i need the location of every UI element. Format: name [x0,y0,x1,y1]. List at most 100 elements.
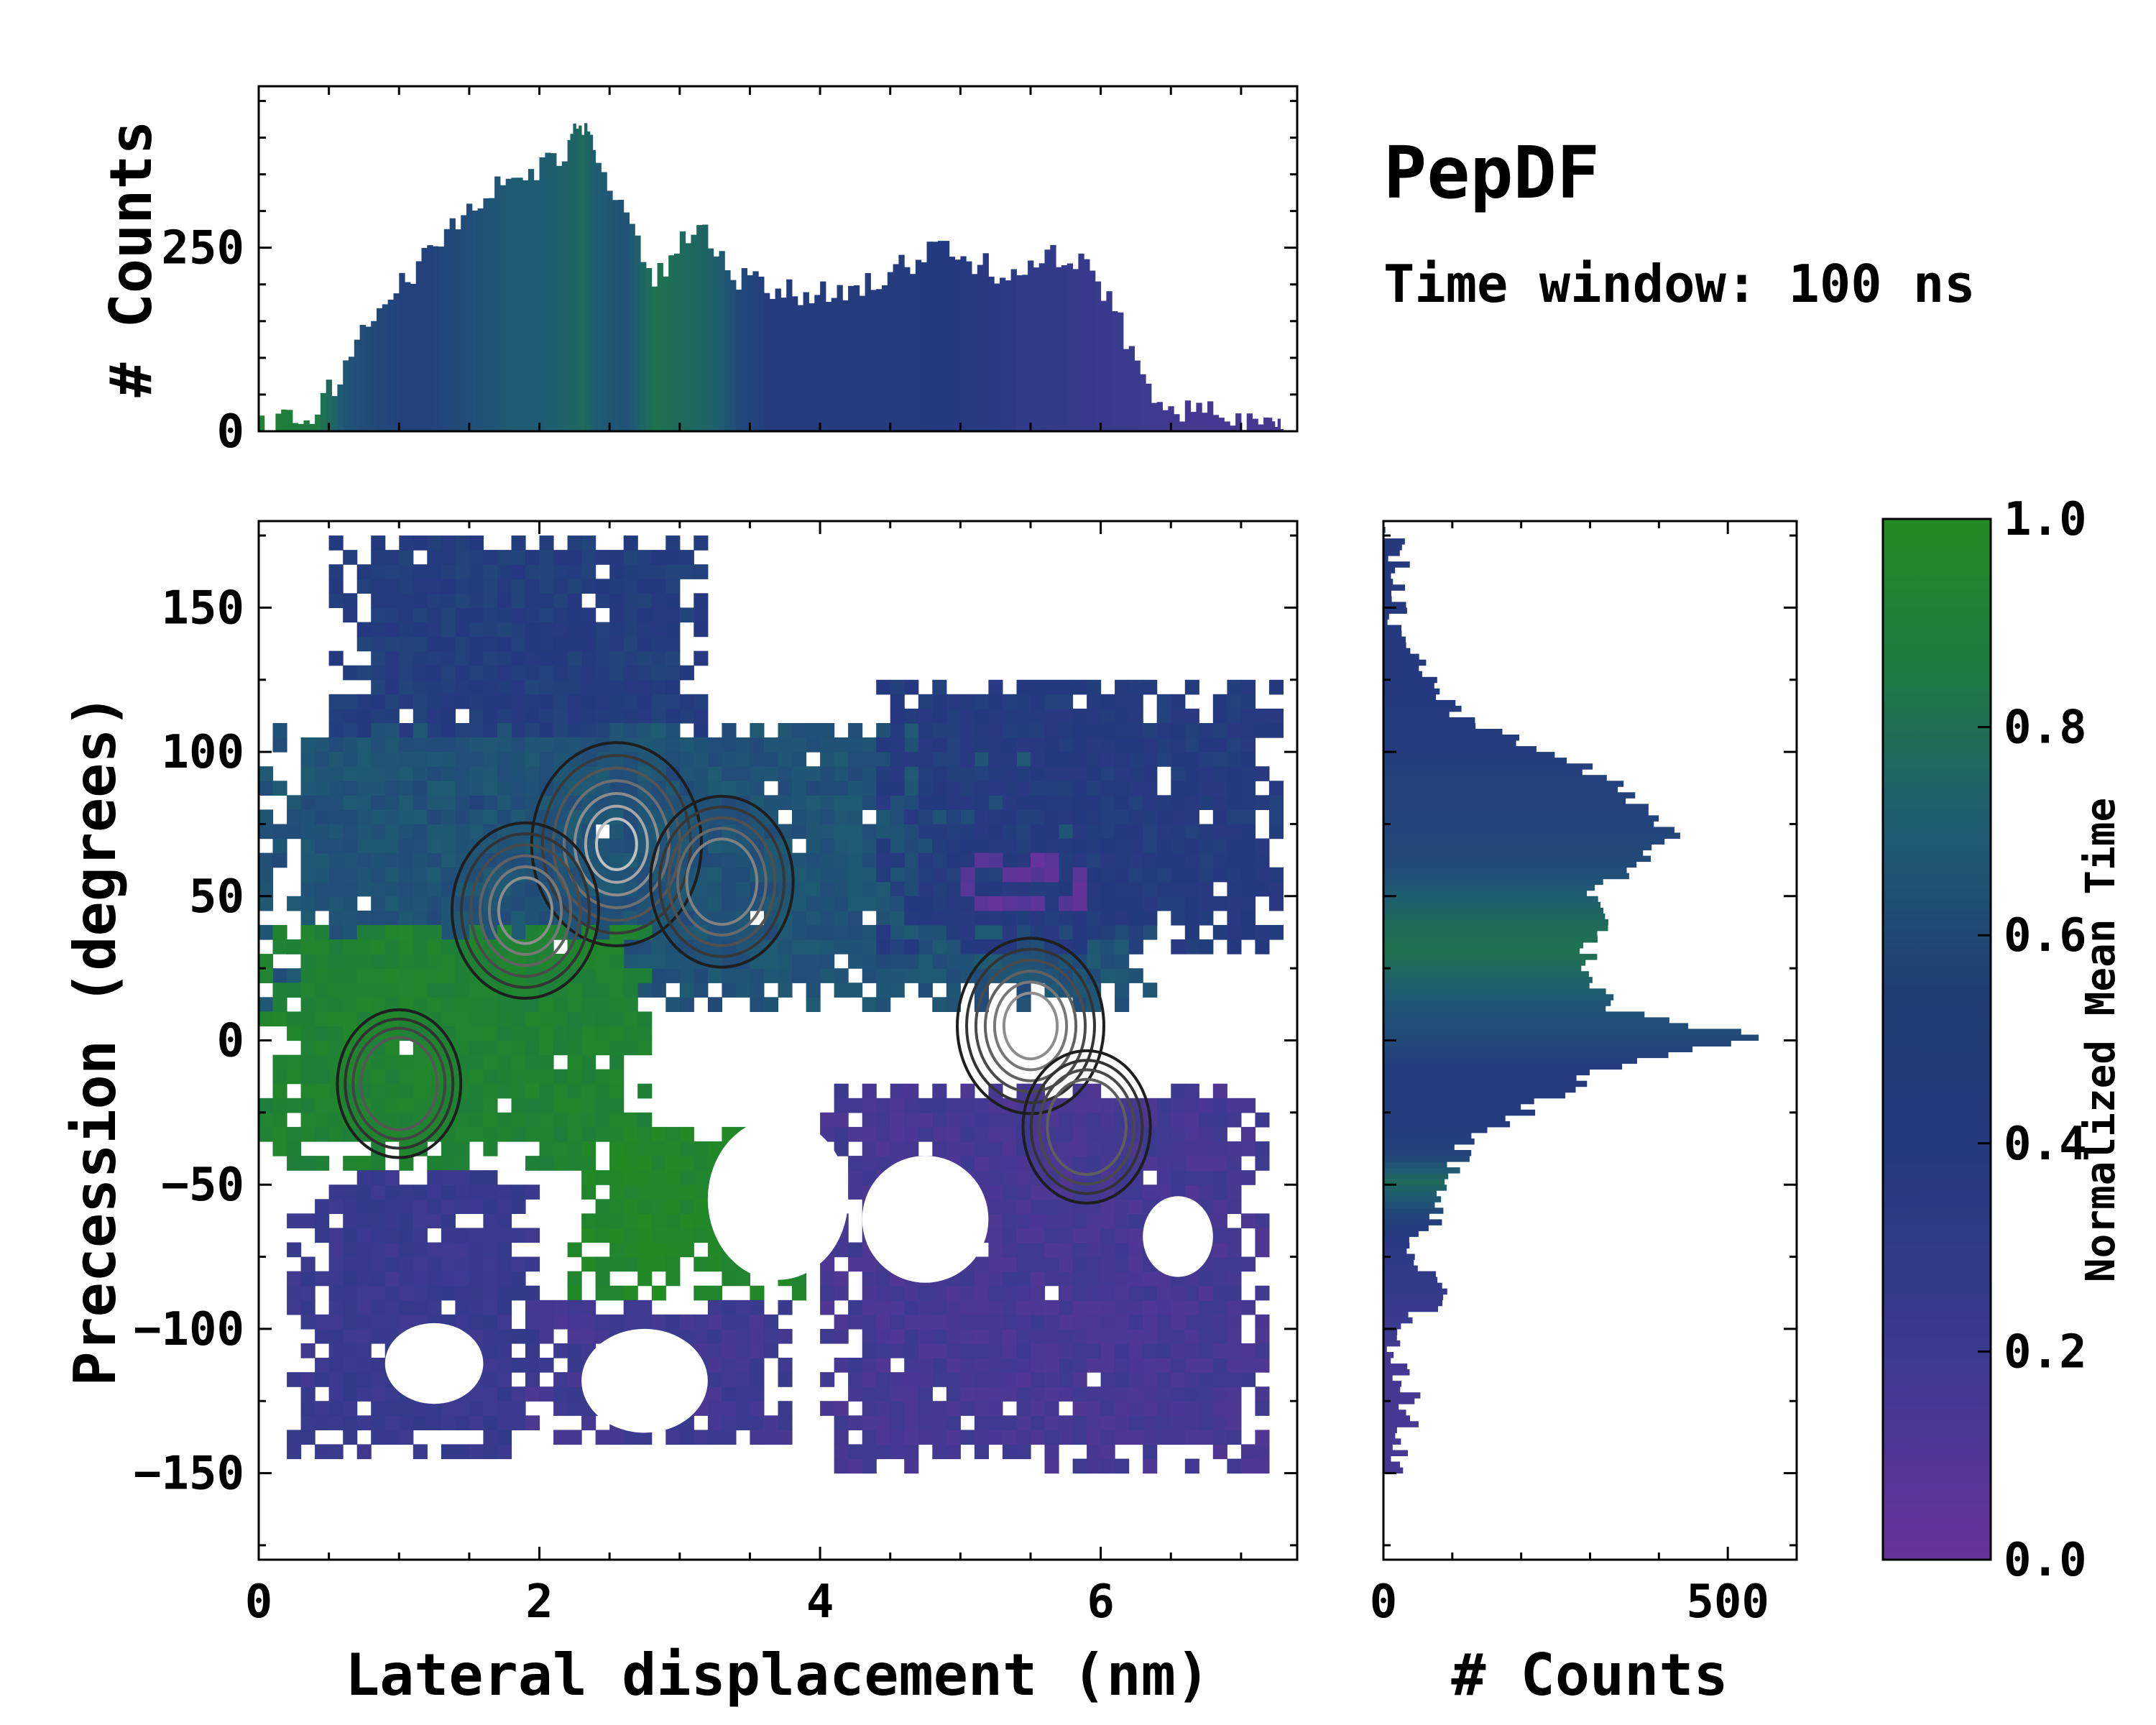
heatmap-cell [539,1026,554,1041]
heatmap-cell [413,1228,428,1243]
heatmap-cell [441,1228,456,1243]
heatmap-cell [918,737,933,753]
heatmap-cell [904,1141,919,1156]
heatmap-cell [427,766,442,781]
heatmap-cell [609,579,625,594]
heatmap-cell [567,983,582,998]
heatmap-cell [974,708,989,724]
heatmap-cell [300,1156,315,1171]
heatmap-cell [413,983,428,998]
heatmap-cell [1059,910,1074,926]
heatmap-cell [1128,737,1143,753]
right-histogram-bar [1383,1225,1429,1231]
heatmap-cell [946,1098,961,1113]
heatmap-cell [1184,1126,1199,1142]
heatmap-cell [904,1300,919,1315]
top-histogram-bar [592,150,596,431]
right-histogram-bar [1383,1179,1445,1185]
heatmap-cell [1115,737,1130,753]
right-histogram-bar [1383,1259,1414,1266]
heatmap-cell [1171,1083,1186,1099]
heatmap-cell [1072,795,1087,810]
heatmap-cell [637,665,653,681]
right-histogram-bar [1383,659,1427,666]
heatmap-cell [1128,1285,1143,1301]
heatmap-cell [806,983,821,998]
heatmap-cell [1199,910,1214,926]
right-histogram-bar [1383,556,1388,562]
heatmap-cell [525,1026,540,1041]
heatmap-cell [750,1300,765,1315]
heatmap-cell [665,997,681,1012]
heatmap-cell [1184,1314,1199,1330]
heatmap-cell [595,838,610,854]
heatmap-cell [1044,1358,1059,1373]
top-histogram-bar [735,290,742,431]
heatmap-cell [356,968,372,983]
heatmap-cell [651,679,666,695]
heatmap-cell [988,694,1003,709]
heatmap-cell [328,1444,344,1460]
heatmap-cell [259,1011,274,1027]
heatmap-cell [384,1054,400,1070]
heatmap-cell [1240,752,1256,767]
heatmap-cell [609,622,625,638]
heatmap-cell [1100,737,1115,753]
heatmap-cell [665,1213,681,1228]
heatmap-cell [525,1054,540,1070]
heatmap-cell [637,694,653,709]
right-histogram-bar [1383,1029,1741,1035]
heatmap-cell [455,564,470,579]
heatmap-cell [735,896,750,911]
top-histogram-bar [668,255,675,431]
heatmap-cell [890,1386,905,1402]
heatmap-cell [876,1372,891,1387]
heatmap-cell [427,579,442,594]
heatmap-cell [483,1083,498,1099]
heatmap-cell [932,1343,947,1358]
heatmap-cell [1240,1170,1256,1185]
heatmap-cell [1171,694,1186,709]
top-histogram-bar [825,302,832,431]
heatmap-cell [707,1430,722,1445]
heatmap-cell [483,997,498,1012]
top-histogram-bar [764,293,770,431]
heatmap-cell [595,954,610,969]
heatmap-cell [834,1430,849,1445]
heatmap-cell [918,852,933,868]
heatmap-cell [300,910,315,926]
heatmap-cell [1128,723,1143,738]
heatmap-cell [581,564,596,579]
heatmap-cell [1002,1112,1017,1128]
y-tick-label: 0 [216,1015,244,1068]
heatmap-cell [904,838,919,854]
heatmap-cell [1227,1228,1242,1243]
heatmap-cell [932,1285,947,1301]
heatmap-cell [679,665,694,681]
heatmap-cell [343,752,358,767]
heatmap-cell [1255,766,1270,781]
heatmap-cell [848,1098,863,1113]
heatmap-cell [595,1256,610,1272]
heatmap-cell [988,1430,1003,1445]
top-histogram-bar [1056,267,1062,431]
heatmap-cell [1044,781,1059,796]
top-histogram-bar [449,218,456,431]
heatmap-cell [371,809,386,825]
heatmap-cell [820,910,835,926]
y-tick-label: −100 [134,1303,244,1356]
heatmap-cell [988,1300,1003,1315]
heatmap-cell [609,1184,625,1200]
heatmap-cell [356,1069,372,1085]
heatmap-cell [1171,852,1186,868]
heatmap-cell [637,622,653,638]
heatmap-cell [876,1415,891,1430]
heatmap-cell [343,665,358,681]
heatmap-cell [974,1170,989,1185]
heatmap-cell [511,1069,526,1085]
heatmap-cell [750,1314,765,1330]
heatmap-cell [315,997,330,1012]
top-histogram-bar [303,420,310,431]
top-histogram-bar [579,125,582,431]
heatmap-cell [1044,694,1059,709]
